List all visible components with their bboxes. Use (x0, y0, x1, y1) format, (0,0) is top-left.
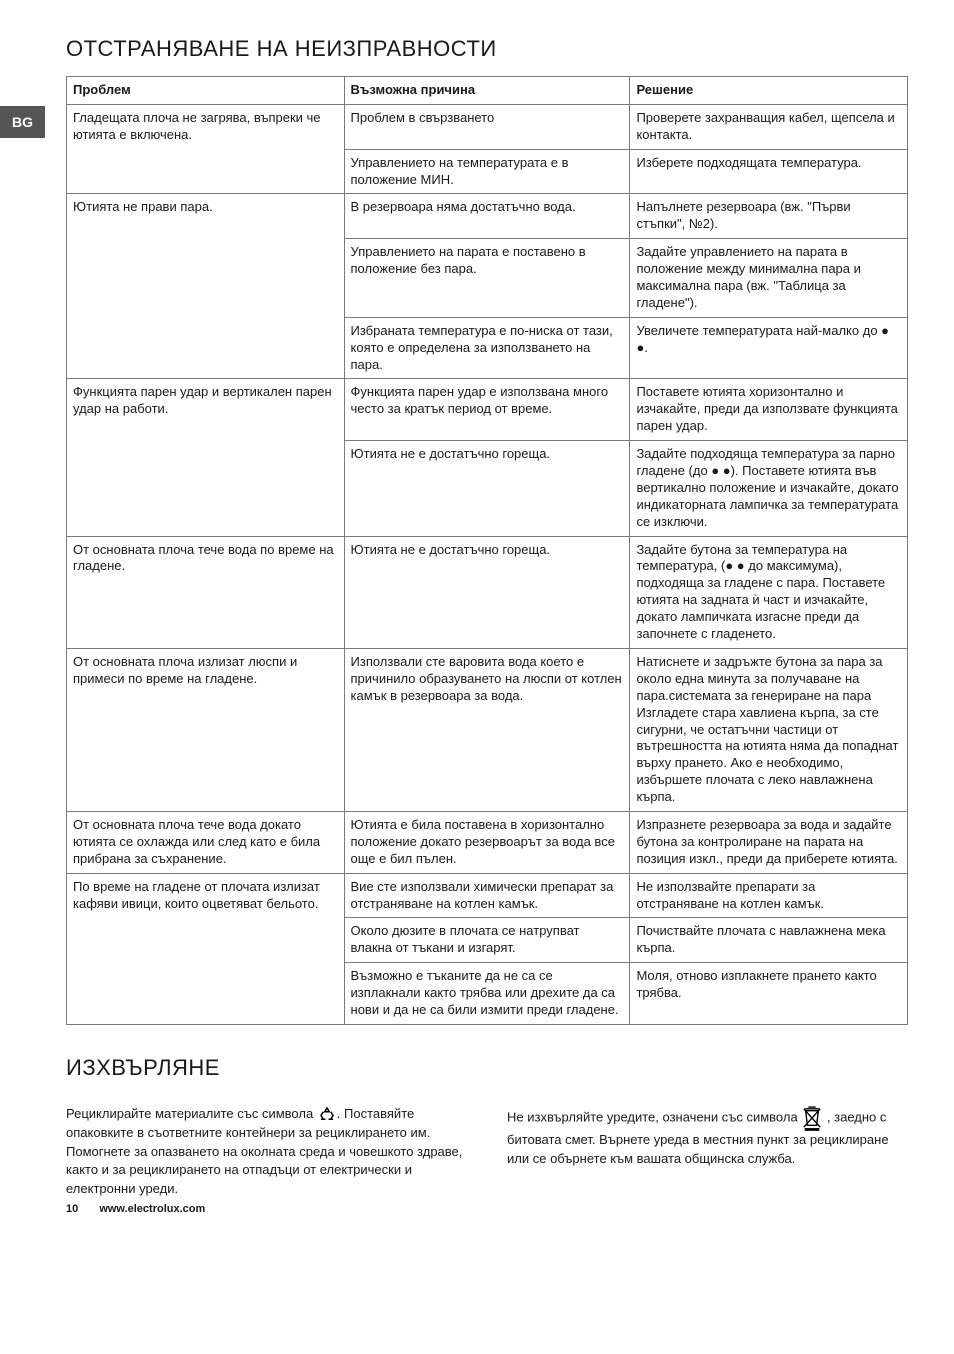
troubleshooting-table: Проблем Възможна причина Решение Гладеща… (66, 76, 908, 1025)
th-problem: Проблем (67, 77, 345, 105)
cell-problem: Функцията парен удар и вертикален парен … (67, 379, 345, 536)
cell-cause: Около дюзите в плочата се натрупват влак… (344, 918, 630, 963)
cell-solution: Задайте бутона за температура на темпера… (630, 536, 908, 648)
language-tab: BG (0, 106, 45, 138)
disposal-right: Не изхвърляйте уредите, означени със сим… (507, 1105, 908, 1199)
cell-problem: От основната плоча тече вода по време на… (67, 536, 345, 648)
cell-cause: Ютията е била поставена в хоризонтално п… (344, 811, 630, 873)
cell-cause: Избраната температура е по-ниска от тази… (344, 317, 630, 379)
cell-solution: Натиснете и задръжте бутона за пара за о… (630, 648, 908, 811)
cell-cause: Управлението на температурата е в положе… (344, 149, 630, 194)
cell-solution: Не използвайте препарати за отстраняване… (630, 873, 908, 918)
disposal-left: Рециклирайте материалите със символа . П… (66, 1105, 467, 1199)
cell-problem: Ютията не прави пара. (67, 194, 345, 379)
table-row: Функцията парен удар и вертикален парен … (67, 379, 908, 441)
table-row: От основната плоча тече вода докато ютия… (67, 811, 908, 873)
table-row: Гладещата плоча не загрява, въпреки че ю… (67, 104, 908, 149)
cell-cause: Ютията не е достатъчно гореща. (344, 536, 630, 648)
page-footer: 10 www.electrolux.com (66, 1203, 205, 1215)
table-row: По време на гладене от плочата излизат к… (67, 873, 908, 918)
cell-problem: От основната плоча тече вода докато ютия… (67, 811, 345, 873)
cell-problem: От основната плоча излизат люспи и приме… (67, 648, 345, 811)
th-solution: Решение (630, 77, 908, 105)
recycle-icon (317, 1105, 337, 1123)
cell-solution: Проверете захранващия кабел, щепсела и к… (630, 104, 908, 149)
cell-solution: Увеличете температурата най-малко до ● ●… (630, 317, 908, 379)
heading-troubleshooting: ОТСТРАНЯВАНЕ НА НЕИЗПРАВНОСТИ (66, 36, 908, 62)
cell-solution: Задайте управлението на парата в положен… (630, 239, 908, 318)
disposal-right-pre: Не изхвърляйте уредите, означени със сим… (507, 1109, 801, 1124)
table-row: Ютията не прави пара.В резервоара няма д… (67, 194, 908, 239)
cell-solution: Поставете ютията хоризонтално и изчакайт… (630, 379, 908, 441)
cell-cause: Проблем в свързването (344, 104, 630, 149)
table-row: От основната плоча излизат люспи и приме… (67, 648, 908, 811)
cell-cause: Функцията парен удар е използвана много … (344, 379, 630, 441)
cell-cause: В резервоара няма достатъчно вода. (344, 194, 630, 239)
cell-problem: По време на гладене от плочата излизат к… (67, 873, 345, 1024)
disposal-section: Рециклирайте материалите със символа . П… (66, 1105, 908, 1199)
cell-solution: Напълнете резервоара (вж. "Първи стъпки"… (630, 194, 908, 239)
cell-solution: Моля, отново изплакнете прането както тр… (630, 963, 908, 1025)
th-cause: Възможна причина (344, 77, 630, 105)
cell-solution: Задайте подходяща температура за парно г… (630, 441, 908, 536)
cell-problem: Гладещата плоча не загрява, въпреки че ю… (67, 104, 345, 194)
cell-cause: Вие сте използвали химически препарат за… (344, 873, 630, 918)
cell-cause: Управлението на парата е поставено в пол… (344, 239, 630, 318)
crossed-bin-icon (801, 1105, 823, 1131)
page-number: 10 (66, 1203, 78, 1215)
disposal-left-pre: Рециклирайте материалите със символа (66, 1106, 317, 1121)
cell-cause: Възможно е тъканите да не са се изплакна… (344, 963, 630, 1025)
cell-cause: Ютията не е достатъчно гореща. (344, 441, 630, 536)
footer-url: www.electrolux.com (99, 1203, 205, 1215)
cell-cause: Използвали сте варовита вода което е при… (344, 648, 630, 811)
cell-solution: Почиствайте плочата с навлажнена мека къ… (630, 918, 908, 963)
cell-solution: Изпразнете резервоара за вода и задайте … (630, 811, 908, 873)
cell-solution: Изберете подходящата температура. (630, 149, 908, 194)
table-row: От основната плоча тече вода по време на… (67, 536, 908, 648)
heading-disposal: ИЗХВЪРЛЯНЕ (66, 1055, 908, 1081)
